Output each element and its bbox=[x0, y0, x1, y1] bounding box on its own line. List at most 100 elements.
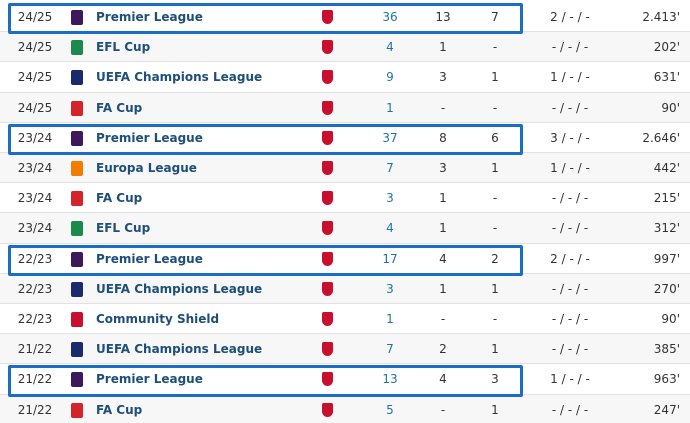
table-row: 24/25 UEFA Champions League 9 3 1 1 / - / - 63… bbox=[0, 62, 690, 93]
cards: 1 / - / - bbox=[550, 161, 590, 175]
appearances[interactable]: 7 bbox=[386, 342, 394, 357]
season: 21/22 bbox=[17, 402, 53, 417]
competition-logo bbox=[71, 372, 83, 388]
season: 22/23 bbox=[17, 312, 53, 326]
competition[interactable]: Europa League bbox=[96, 161, 197, 175]
appearances[interactable]: 4 bbox=[386, 221, 394, 236]
cards: - / - / - bbox=[551, 312, 589, 326]
club-logo bbox=[322, 161, 333, 175]
goals: 8 bbox=[439, 130, 447, 145]
appearances[interactable]: 3 bbox=[386, 191, 394, 206]
table-row: 21/22 UEFA Champions League 7 2 1 - / - / - 38… bbox=[0, 334, 690, 365]
season: 21/22 bbox=[17, 372, 53, 387]
appearances[interactable]: 1 bbox=[386, 312, 394, 326]
season: 22/23 bbox=[17, 281, 53, 296]
competition-logo bbox=[71, 251, 83, 267]
assists: 7 bbox=[491, 10, 499, 24]
table-row: 23/24 Europa League 7 3 1 1 / - / - 442' bbox=[0, 153, 690, 184]
appearances[interactable]: 1 bbox=[386, 100, 394, 115]
goals: 3 bbox=[439, 161, 447, 175]
assists: 1 bbox=[491, 161, 499, 175]
minutes: 2.413' bbox=[642, 10, 680, 24]
appearances[interactable]: 7 bbox=[386, 161, 394, 175]
club-logo bbox=[322, 342, 333, 357]
season: 23/24 bbox=[17, 191, 53, 206]
assists: - bbox=[492, 191, 498, 206]
appearances[interactable]: 5 bbox=[386, 402, 394, 417]
competition-logo bbox=[71, 221, 83, 237]
competition[interactable]: FA Cup bbox=[96, 100, 143, 115]
season: 24/25 bbox=[17, 10, 53, 24]
competition-logo bbox=[71, 100, 83, 116]
competition[interactable]: FA Cup bbox=[96, 402, 143, 417]
appearances[interactable]: 13 bbox=[382, 372, 398, 387]
club-logo bbox=[322, 221, 333, 236]
highlight-box bbox=[8, 123, 523, 155]
season: 24/25 bbox=[17, 100, 53, 115]
minutes: 215' bbox=[653, 191, 680, 206]
minutes: 270' bbox=[653, 281, 680, 296]
competition[interactable]: EFL Cup bbox=[96, 221, 151, 236]
cards: 2 / - / - bbox=[550, 10, 590, 24]
competition[interactable]: EFL Cup bbox=[96, 40, 151, 55]
minutes: 442' bbox=[653, 161, 680, 175]
competition[interactable]: Premier League bbox=[96, 372, 203, 387]
table-row: 21/22 FA Cup 5 - 1 - / - / - 247' bbox=[0, 394, 690, 423]
competition[interactable]: UEFA Champions League bbox=[96, 70, 263, 85]
goals: 2 bbox=[439, 342, 447, 357]
competition-logo bbox=[71, 161, 83, 176]
goals: - bbox=[440, 402, 446, 417]
season: 23/24 bbox=[17, 130, 53, 145]
minutes: 90' bbox=[661, 100, 680, 115]
club-logo bbox=[322, 372, 333, 387]
cards: - / - / - bbox=[551, 100, 589, 115]
minutes: 2.646' bbox=[642, 130, 680, 145]
table-row: 22/23 Community Shield 1 - - - / - / - 90' bbox=[0, 304, 690, 335]
appearances[interactable]: 37 bbox=[382, 130, 398, 145]
club-logo bbox=[322, 191, 333, 206]
appearances[interactable]: 3 bbox=[386, 281, 394, 296]
goals: - bbox=[440, 100, 446, 115]
competition-logo bbox=[71, 130, 83, 146]
goals: 1 bbox=[439, 191, 447, 206]
assists: - bbox=[492, 40, 498, 55]
minutes: 312' bbox=[653, 221, 680, 236]
appearances[interactable]: 36 bbox=[382, 10, 398, 24]
cards: - / - / - bbox=[551, 281, 589, 296]
minutes: 90' bbox=[661, 312, 680, 326]
assists: 1 bbox=[491, 402, 499, 417]
appearances[interactable]: 17 bbox=[382, 251, 398, 266]
assists: - bbox=[492, 100, 498, 115]
competition[interactable]: Premier League bbox=[96, 130, 203, 145]
minutes: 247' bbox=[653, 402, 680, 417]
competition[interactable]: Premier League bbox=[96, 251, 203, 266]
appearances[interactable]: 9 bbox=[386, 70, 394, 85]
assists: 1 bbox=[491, 281, 499, 296]
table-row: 22/23 Premier League 17 4 2 2 / - / - 997' bbox=[0, 243, 690, 274]
competition[interactable]: UEFA Champions League bbox=[96, 281, 263, 296]
club-logo bbox=[322, 402, 333, 417]
goals: 1 bbox=[439, 40, 447, 55]
cards: 2 / - / - bbox=[550, 251, 590, 266]
club-logo bbox=[322, 130, 333, 145]
season: 21/22 bbox=[17, 342, 53, 357]
appearances[interactable]: 4 bbox=[386, 40, 394, 55]
highlight-box bbox=[8, 3, 523, 35]
table-row: 23/24 EFL Cup 4 1 - - / - / - 312' bbox=[0, 213, 690, 244]
table-row: 24/25 EFL Cup 4 1 - - / - / - 202' bbox=[0, 32, 690, 63]
assists: - bbox=[492, 221, 498, 236]
competition[interactable]: UEFA Champions League bbox=[96, 342, 263, 357]
competition[interactable]: Premier League bbox=[96, 10, 203, 24]
minutes: 631' bbox=[653, 70, 680, 85]
club-logo bbox=[322, 312, 333, 326]
competition[interactable]: Community Shield bbox=[96, 312, 220, 326]
season: 23/24 bbox=[17, 161, 53, 175]
competition[interactable]: FA Cup bbox=[96, 191, 143, 206]
club-logo bbox=[322, 100, 333, 115]
minutes: 963' bbox=[653, 372, 680, 387]
goals: 4 bbox=[439, 372, 447, 387]
club-logo bbox=[322, 281, 333, 296]
assists: 3 bbox=[491, 372, 499, 387]
competition-logo bbox=[71, 281, 83, 297]
